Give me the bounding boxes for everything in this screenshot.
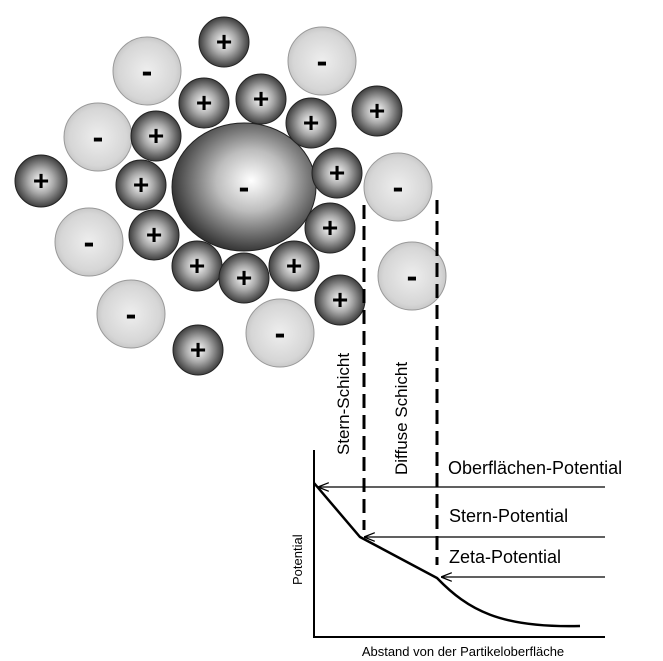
- svg-text:+: +: [303, 107, 319, 138]
- svg-text:+: +: [216, 26, 232, 57]
- positive-ion: +: [178, 77, 230, 129]
- diffuse-layer-ions: + - - - - + - -: [14, 16, 447, 376]
- svg-text:-: -: [126, 296, 137, 332]
- svg-text:+: +: [196, 87, 212, 118]
- svg-text:-: -: [393, 169, 404, 205]
- svg-text:-: -: [93, 119, 104, 155]
- negative-ion: -: [287, 26, 357, 96]
- svg-text:-: -: [275, 315, 286, 351]
- positive-ion: +: [172, 324, 224, 376]
- svg-text:+: +: [369, 95, 385, 126]
- positive-ion: +: [304, 202, 356, 254]
- positive-ion: +: [198, 16, 250, 68]
- stern-potential-label: Stern-Potential: [449, 506, 568, 526]
- x-axis-label: Abstand von der Partikeloberfläche: [362, 644, 564, 659]
- svg-text:+: +: [329, 157, 345, 188]
- svg-text:+: +: [33, 165, 49, 196]
- diffuse-layer-label: Diffuse Schicht: [392, 362, 411, 475]
- svg-text:+: +: [332, 284, 348, 315]
- positive-ion: +: [314, 274, 366, 326]
- positive-ion: +: [268, 240, 320, 292]
- svg-text:+: +: [133, 169, 149, 200]
- svg-text:-: -: [142, 53, 153, 89]
- positive-ion: +: [218, 252, 270, 304]
- positive-ion: +: [285, 97, 337, 149]
- svg-text:-: -: [407, 258, 418, 294]
- positive-ion: +: [130, 110, 182, 162]
- positive-ion: +: [115, 159, 167, 211]
- negative-ion: -: [0, 0, 1, 1]
- svg-text:+: +: [286, 250, 302, 281]
- positive-ion: +: [351, 85, 403, 137]
- positive-ion: +: [311, 147, 363, 199]
- svg-text:-: -: [239, 169, 250, 205]
- negative-ion: -: [377, 241, 447, 311]
- svg-text:+: +: [322, 212, 338, 243]
- stern-layer-ions: + + + + + + + +: [0, 0, 366, 326]
- negative-ion: -: [96, 279, 166, 349]
- svg-text:+: +: [146, 219, 162, 250]
- positive-ion: +: [128, 209, 180, 261]
- svg-text:-: -: [0, 0, 1, 1]
- positive-ion: +: [14, 154, 68, 208]
- svg-text:-: -: [84, 224, 95, 260]
- negative-ion: -: [54, 207, 124, 277]
- zeta-potential-label: Zeta-Potential: [449, 547, 561, 567]
- svg-text:+: +: [253, 83, 269, 114]
- svg-text:+: +: [189, 250, 205, 281]
- svg-text:+: +: [148, 120, 164, 151]
- positive-ion: +: [235, 73, 287, 125]
- surface-potential-label: Oberflächen-Potential: [448, 458, 622, 478]
- y-axis-label: Potential: [290, 534, 305, 585]
- potential-graph: Oberflächen-Potential Stern-Potential Ze…: [290, 450, 622, 659]
- svg-text:+: +: [236, 262, 252, 293]
- negative-ion: -: [112, 36, 182, 106]
- negative-ion: -: [63, 102, 133, 172]
- positive-ion: +: [171, 240, 223, 292]
- svg-text:-: -: [317, 43, 328, 79]
- potential-curve: [313, 482, 581, 628]
- svg-text:+: +: [190, 334, 206, 365]
- negative-ion: -: [363, 152, 433, 222]
- negative-ion: -: [245, 298, 315, 368]
- stern-layer-label: Stern-Schicht: [334, 353, 353, 455]
